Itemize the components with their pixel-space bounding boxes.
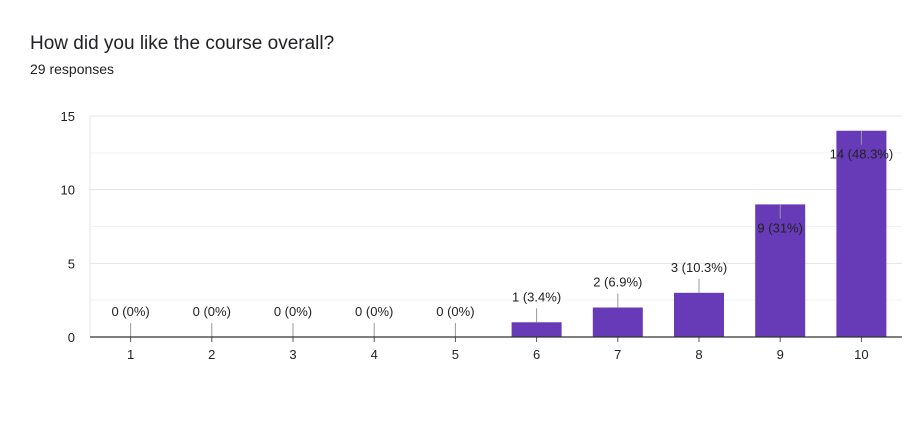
x-tick-label: 4 — [371, 347, 378, 362]
x-tick-label: 8 — [695, 347, 702, 362]
y-tick-label: 15 — [61, 109, 75, 124]
bar — [755, 204, 806, 337]
data-label: 3 (10.3%) — [671, 260, 727, 275]
x-tick-label: 10 — [854, 347, 868, 362]
x-tick-label: 1 — [127, 347, 134, 362]
x-tick-label: 9 — [777, 347, 784, 362]
data-label: 14 (48.3%) — [830, 147, 894, 162]
bar — [836, 130, 887, 337]
data-label: 0 (0%) — [274, 304, 312, 319]
x-tick-label: 6 — [533, 347, 540, 362]
data-label: 9 (31%) — [757, 220, 803, 235]
data-label: 0 (0%) — [111, 304, 149, 319]
y-tick-label: 0 — [68, 330, 75, 345]
bar — [592, 307, 643, 337]
data-label: 0 (0%) — [436, 304, 474, 319]
y-tick-label: 10 — [61, 183, 75, 198]
data-label: 1 (3.4%) — [512, 289, 561, 304]
bar — [674, 292, 724, 337]
x-tick-label: 7 — [614, 347, 621, 362]
x-tick-label: 3 — [289, 347, 296, 362]
data-label: 2 (6.9%) — [593, 275, 642, 290]
x-tick-label: 5 — [452, 347, 459, 362]
bar — [511, 322, 562, 337]
x-tick-label: 2 — [208, 347, 215, 362]
data-label: 0 (0%) — [355, 304, 393, 319]
response-count: 29 responses — [30, 61, 115, 77]
y-tick-label: 5 — [68, 256, 75, 271]
data-label: 0 (0%) — [193, 304, 231, 319]
chart-title: How did you like the course overall? — [30, 33, 335, 54]
